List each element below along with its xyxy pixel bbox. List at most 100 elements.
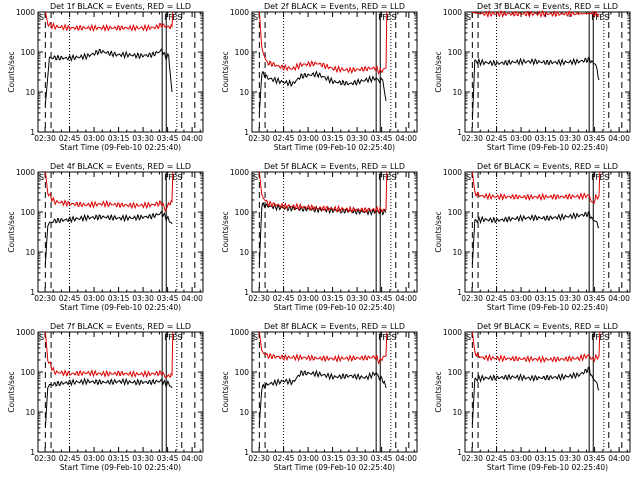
chart-title: Det 3f BLACK = Events, RED = LLD — [477, 2, 618, 11]
chart-title: Det 9f BLACK = Events, RED = LLD — [477, 322, 618, 331]
chart-title: Det 6f BLACK = Events, RED = LLD — [477, 162, 618, 171]
x-tick-label: 04:00 — [395, 134, 417, 143]
x-tick-label: 03:00 — [510, 294, 532, 303]
series-line-events — [44, 48, 173, 105]
y-tick-label: 10 — [239, 88, 249, 97]
series-line-lld — [44, 331, 174, 379]
y-axis-label: Counts/sec — [221, 371, 230, 412]
x-tick-label: 03:15 — [108, 134, 130, 143]
chart-title: Det 5f BLACK = Events, RED = LLD — [264, 162, 405, 171]
x-axis-label: Start Time (09-Feb-10 02:25:40) — [60, 463, 181, 472]
plot-frame — [464, 331, 631, 453]
x-tick-label: 03:45 — [157, 454, 179, 463]
x-axis-label: Start Time (09-Feb-10 02:25:40) — [487, 143, 608, 152]
y-tick-label: 1 — [30, 128, 35, 137]
flag-label: ES — [599, 333, 609, 342]
x-axis-label: Start Time (09-Feb-10 02:25:40) — [274, 463, 395, 472]
y-tick-label: 1000 — [230, 8, 249, 17]
x-tick-label: 02:45 — [273, 294, 295, 303]
flag-label: ES — [386, 173, 396, 182]
x-tick-label: 04:00 — [608, 454, 630, 463]
x-tick-label: 04:00 — [395, 294, 417, 303]
flag-label: F — [164, 333, 169, 342]
flag-label: F — [595, 13, 600, 22]
flag-label: F — [378, 173, 383, 182]
flag-label: ES — [599, 173, 609, 182]
series-line-events — [471, 56, 600, 121]
y-tick-label: 10 — [25, 408, 35, 417]
x-tick-label: 03:45 — [371, 134, 393, 143]
chart-panel-9: Det 9f BLACK = Events, RED = LLD 1 10 100 10… — [434, 322, 631, 472]
x-tick-label: 04:00 — [181, 454, 203, 463]
x-tick-label: 03:45 — [584, 454, 606, 463]
x-axis-label: Start Time (09-Feb-10 02:25:40) — [487, 303, 608, 312]
flag-label: F — [382, 333, 387, 342]
y-tick-label: 1 — [244, 288, 249, 297]
y-tick-label: 100 — [235, 368, 250, 377]
x-tick-label: 03:30 — [346, 134, 368, 143]
flag-label: S — [466, 173, 471, 182]
chart-title: Det 4f BLACK = Events, RED = LLD — [50, 162, 191, 171]
flag-label: F — [595, 173, 600, 182]
flag-label: F — [382, 13, 387, 22]
y-tick-label: 10 — [452, 408, 462, 417]
x-tick-label: 03:15 — [322, 134, 344, 143]
x-tick-label: 02:30 — [34, 454, 56, 463]
y-tick-label: 100 — [21, 208, 36, 217]
x-tick-label: 03:30 — [132, 294, 154, 303]
x-tick-label: 03:00 — [83, 134, 105, 143]
x-tick-label: 02:45 — [273, 454, 295, 463]
x-tick-label: 02:45 — [486, 454, 508, 463]
x-tick-label: 03:45 — [157, 134, 179, 143]
y-tick-label: 100 — [448, 48, 463, 57]
y-tick-label: 1 — [457, 128, 462, 137]
flag-label: F — [378, 333, 383, 342]
flag-label: S — [39, 173, 44, 182]
x-tick-label: 03:30 — [132, 134, 154, 143]
x-tick-label: 03:00 — [83, 454, 105, 463]
series-line-events — [258, 369, 387, 425]
x-tick-label: 02:30 — [461, 454, 483, 463]
y-tick-label: 10 — [239, 248, 249, 257]
x-axis-label: Start Time (09-Feb-10 02:25:40) — [60, 143, 181, 152]
series-line-events — [471, 365, 600, 425]
x-tick-label: 03:15 — [322, 294, 344, 303]
x-tick-label: 04:00 — [181, 134, 203, 143]
flag-label: ES — [386, 333, 396, 342]
x-tick-label: 03:00 — [83, 294, 105, 303]
x-tick-label: 04:00 — [395, 454, 417, 463]
y-axis-label: Counts/sec — [434, 211, 443, 252]
flag-label: F — [168, 173, 173, 182]
x-axis-label: Start Time (09-Feb-10 02:25:40) — [60, 303, 181, 312]
series-line-lld — [472, 9, 600, 19]
x-tick-label: 03:45 — [371, 294, 393, 303]
x-tick-label: 02:45 — [59, 454, 81, 463]
y-axis-label: Counts/sec — [7, 51, 16, 92]
x-tick-label: 03:30 — [346, 294, 368, 303]
x-tick-label: 02:30 — [248, 454, 270, 463]
x-tick-label: 03:15 — [535, 294, 557, 303]
flag-label: F — [591, 333, 596, 342]
flag-label: F — [164, 13, 169, 22]
flag-label: F — [378, 13, 383, 22]
series-line-events — [471, 211, 600, 265]
chart-panel-7: Det 7f BLACK = Events, RED = LLD 1 10 100 10… — [7, 322, 204, 472]
flag-label: S — [39, 333, 44, 342]
plot-frame — [37, 171, 204, 293]
flag-label: F — [595, 333, 600, 342]
x-tick-label: 03:30 — [559, 294, 581, 303]
x-tick-label: 03:00 — [510, 134, 532, 143]
plot-frame — [464, 171, 631, 293]
flag-label: S — [466, 13, 471, 22]
x-tick-label: 03:45 — [584, 294, 606, 303]
chart-panel-5: Det 5f BLACK = Events, RED = LLD 1 10 100 10… — [221, 162, 418, 312]
y-tick-label: 100 — [448, 208, 463, 217]
flag-label: F — [382, 173, 387, 182]
x-tick-label: 03:45 — [157, 294, 179, 303]
plot-frame — [37, 11, 204, 133]
series-line-lld — [258, 171, 388, 215]
x-tick-label: 03:30 — [132, 454, 154, 463]
x-tick-label: 02:30 — [34, 294, 56, 303]
chart-panel-3: Det 3f BLACK = Events, RED = LLD 1 10 100 10… — [434, 2, 631, 152]
y-axis-label: Counts/sec — [221, 51, 230, 92]
